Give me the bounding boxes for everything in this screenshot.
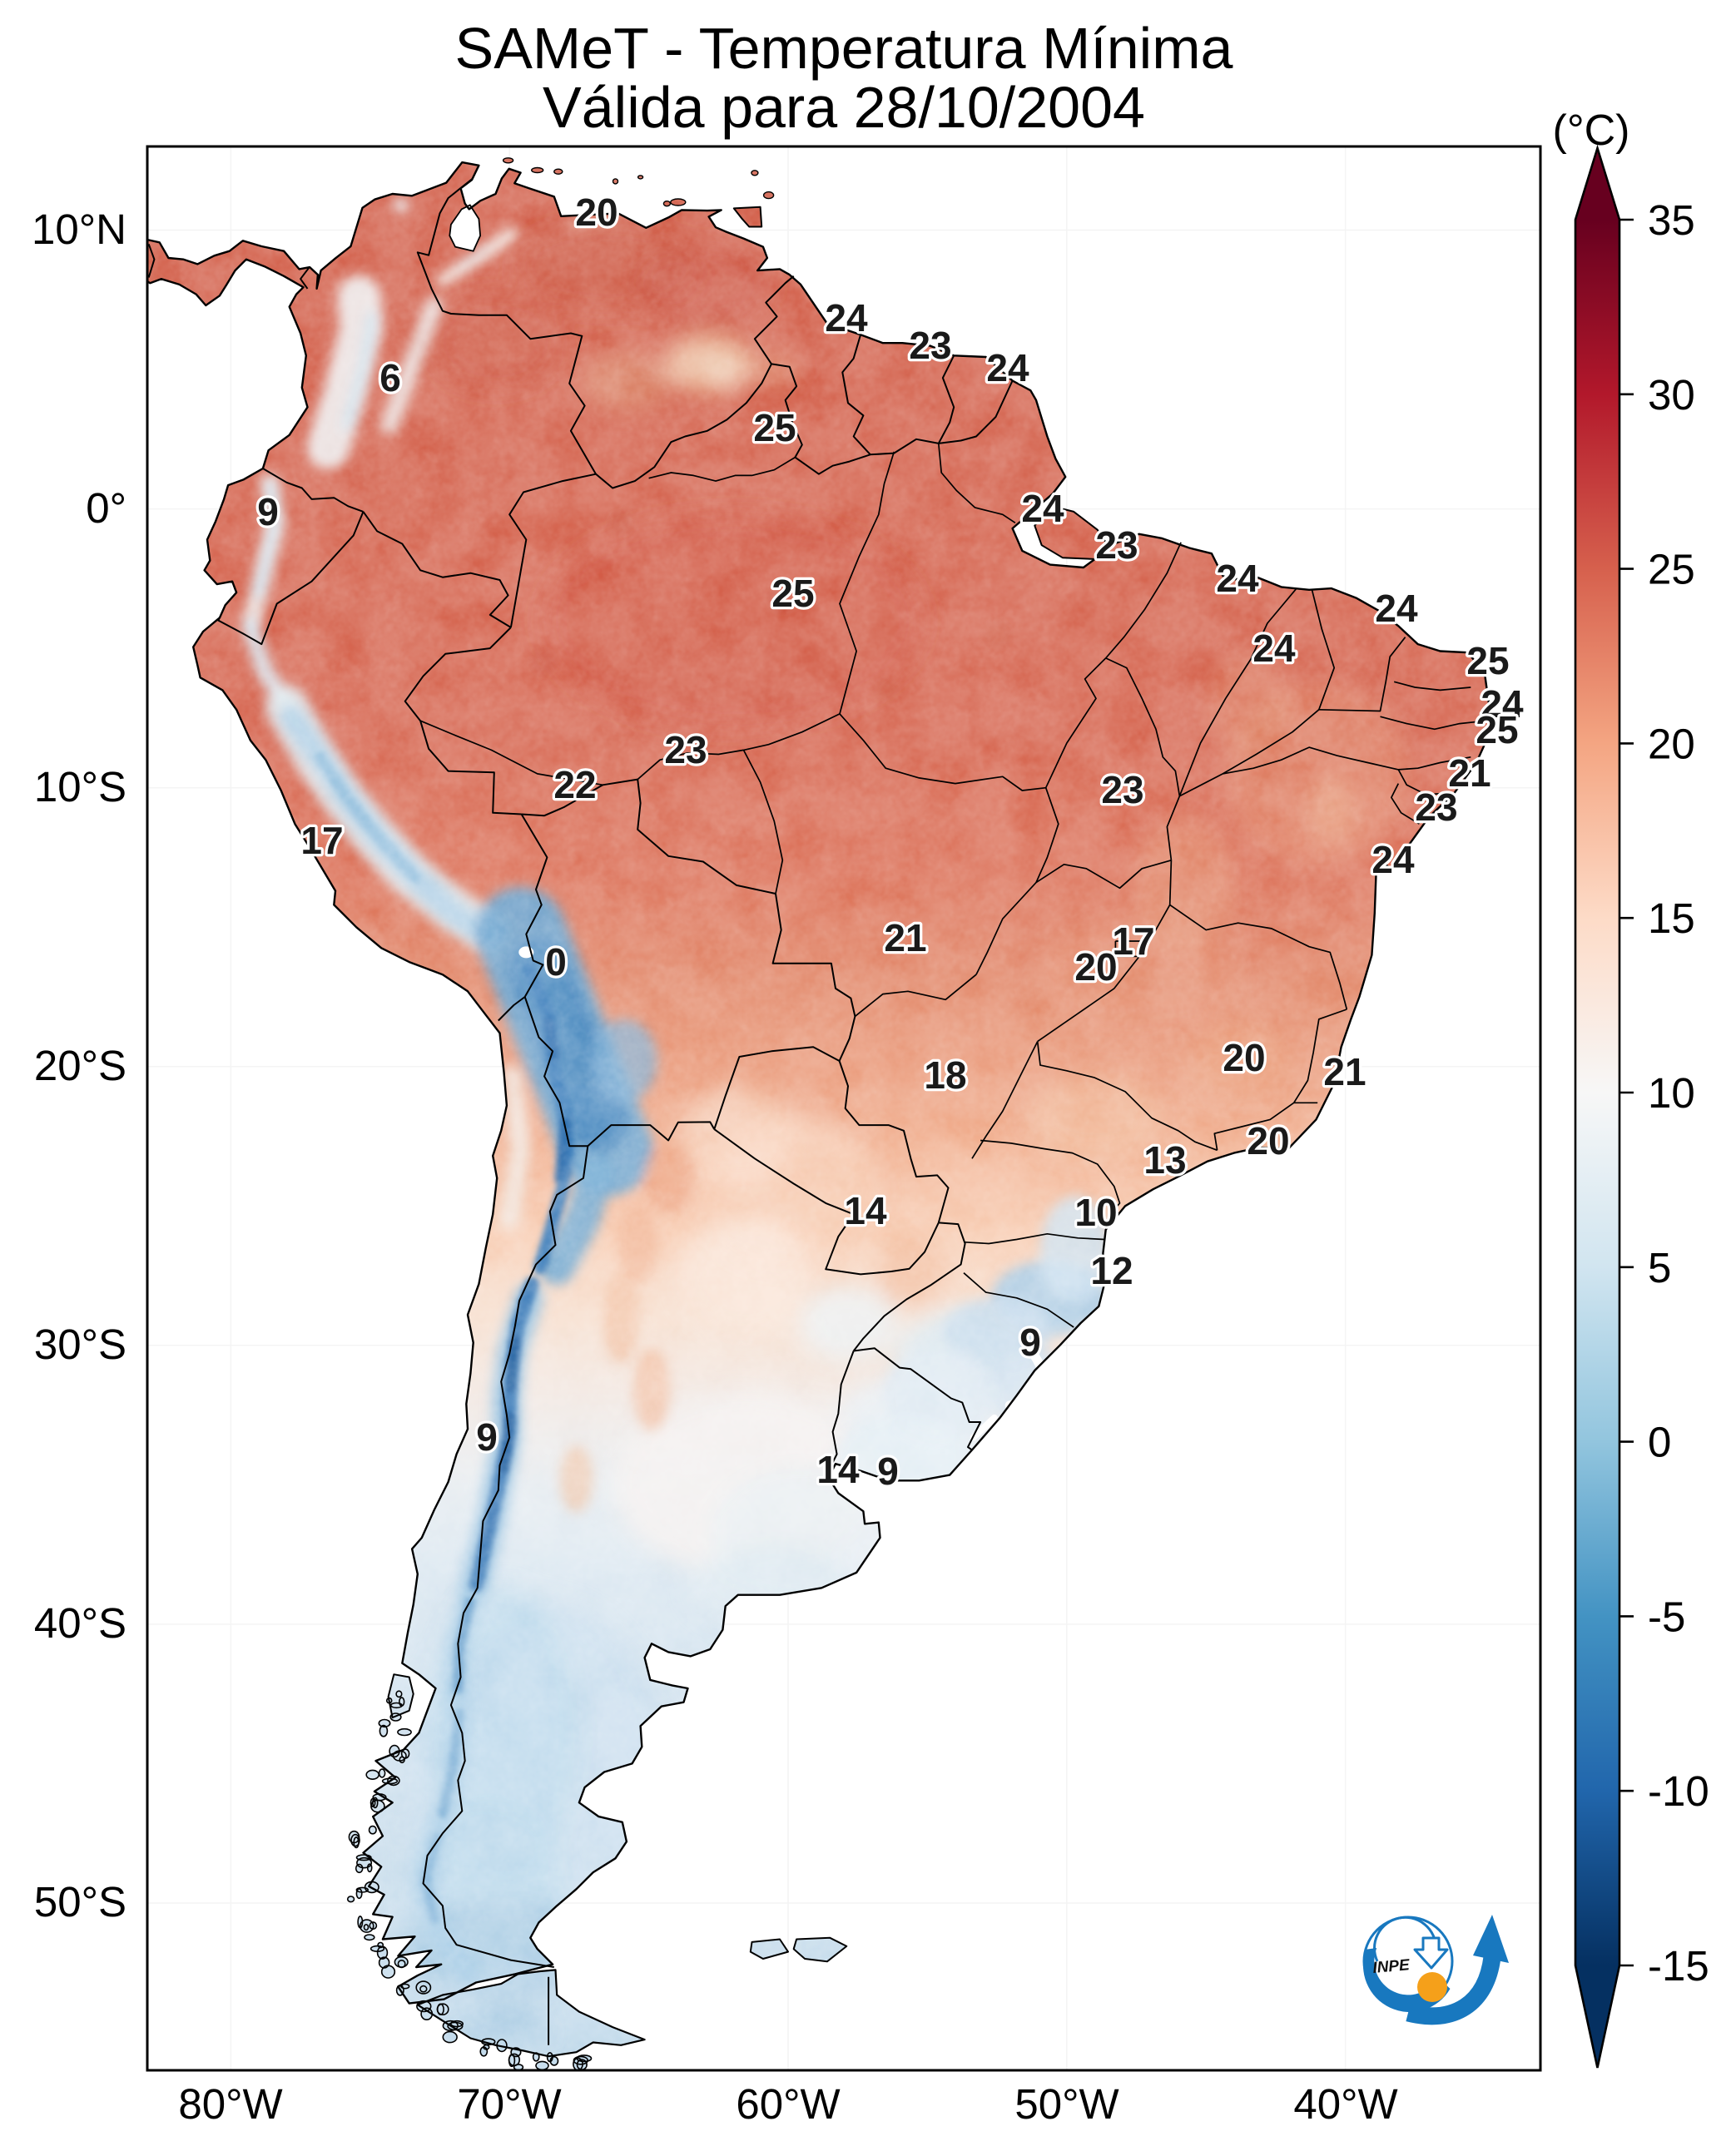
svg-text:17: 17 (1112, 919, 1154, 963)
svg-text:14: 14 (844, 1189, 887, 1232)
svg-text:SAMeT - Temperatura Mínima: SAMeT - Temperatura Mínima (455, 16, 1233, 81)
svg-text:25: 25 (1466, 639, 1509, 682)
svg-text:30: 30 (1648, 371, 1695, 419)
svg-text:24: 24 (1371, 838, 1415, 881)
svg-text:25: 25 (1476, 708, 1518, 751)
svg-text:24: 24 (1252, 627, 1296, 670)
svg-text:23: 23 (1095, 523, 1138, 567)
svg-text:-5: -5 (1648, 1593, 1685, 1640)
svg-text:0: 0 (1648, 1419, 1671, 1466)
svg-text:13: 13 (1143, 1138, 1186, 1182)
svg-text:9: 9 (1019, 1321, 1041, 1364)
svg-text:40°S: 40°S (34, 1599, 126, 1647)
svg-text:-15: -15 (1648, 1942, 1709, 1990)
svg-text:17: 17 (300, 819, 343, 862)
svg-text:21: 21 (884, 916, 926, 959)
svg-text:20: 20 (575, 191, 618, 234)
svg-text:24: 24 (1481, 682, 1524, 726)
svg-text:30°S: 30°S (34, 1321, 126, 1368)
svg-text:40°W: 40°W (1293, 2080, 1397, 2128)
svg-text:60°W: 60°W (736, 2080, 840, 2128)
svg-text:24: 24 (986, 346, 1029, 389)
svg-text:22: 22 (553, 763, 596, 806)
svg-text:25: 25 (753, 406, 796, 449)
svg-text:23: 23 (1415, 786, 1457, 829)
svg-text:50°S: 50°S (34, 1878, 126, 1926)
svg-text:20: 20 (1648, 720, 1695, 767)
svg-text:80°W: 80°W (178, 2080, 282, 2128)
svg-text:Válida para 28/10/2004: Válida para 28/10/2004 (543, 75, 1145, 140)
svg-text:50°W: 50°W (1014, 2080, 1118, 2128)
svg-text:35: 35 (1648, 196, 1695, 244)
svg-text:0°: 0° (86, 484, 126, 532)
svg-text:10°S: 10°S (34, 763, 126, 810)
svg-text:INPE: INPE (1372, 1956, 1411, 1977)
svg-text:12: 12 (1090, 1249, 1133, 1292)
svg-text:9: 9 (257, 490, 279, 533)
svg-text:70°W: 70°W (457, 2080, 561, 2128)
svg-text:24: 24 (1021, 487, 1064, 530)
svg-text:20: 20 (1223, 1036, 1265, 1079)
svg-text:25: 25 (1648, 546, 1695, 593)
svg-text:21: 21 (1448, 751, 1490, 795)
svg-text:14: 14 (816, 1448, 860, 1491)
svg-text:23: 23 (1101, 768, 1143, 811)
svg-text:25: 25 (771, 572, 814, 615)
svg-text:5: 5 (1648, 1244, 1671, 1291)
svg-text:20: 20 (1074, 945, 1117, 989)
svg-text:24: 24 (1216, 557, 1259, 600)
svg-text:24: 24 (1375, 587, 1418, 630)
svg-text:20°S: 20°S (34, 1042, 126, 1089)
svg-text:0: 0 (545, 940, 567, 984)
svg-text:20: 20 (1247, 1119, 1289, 1162)
svg-text:9: 9 (877, 1450, 899, 1493)
svg-text:-10: -10 (1648, 1767, 1709, 1815)
svg-text:18: 18 (924, 1053, 966, 1097)
svg-text:24: 24 (825, 296, 868, 340)
svg-text:6: 6 (379, 356, 401, 399)
svg-text:9: 9 (476, 1415, 498, 1459)
svg-text:10°N: 10°N (32, 206, 126, 253)
svg-text:(°C): (°C) (1553, 107, 1630, 155)
svg-text:23: 23 (909, 324, 951, 367)
svg-text:15: 15 (1648, 895, 1695, 942)
svg-text:10: 10 (1074, 1191, 1117, 1234)
svg-text:10: 10 (1648, 1069, 1695, 1117)
svg-text:21: 21 (1323, 1050, 1366, 1093)
svg-text:23: 23 (664, 728, 707, 771)
